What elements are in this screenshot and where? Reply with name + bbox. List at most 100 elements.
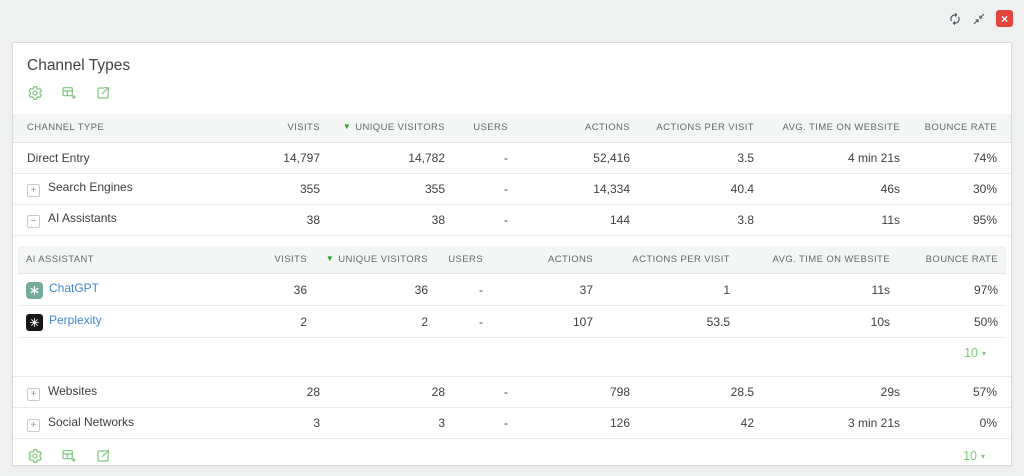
subcol-header-bounce-rate[interactable]: BOUNCE RATE bbox=[898, 245, 1006, 274]
widget-controls: × bbox=[948, 10, 1013, 27]
collapse-minus-icon[interactable]: − bbox=[27, 215, 40, 228]
footer-toolbar bbox=[27, 448, 111, 464]
expand-plus-icon[interactable]: + bbox=[27, 387, 40, 401]
subcol-header-unique-visitors[interactable]: ▼ UNIQUE VISITORS bbox=[315, 245, 436, 274]
col-header-avg-time[interactable]: AVG. TIME ON WEBSITE bbox=[762, 114, 908, 143]
cell-avg-time: 3 min 21s bbox=[762, 407, 908, 439]
rows-per-page-selector[interactable]: 10 ▾ bbox=[963, 449, 985, 463]
cell-actions: 14,334 bbox=[516, 173, 638, 205]
widget-footer: 10 ▾ bbox=[13, 439, 1011, 464]
row-label: Direct Entry bbox=[27, 150, 90, 165]
table-export-icon[interactable] bbox=[61, 85, 77, 101]
cell-unique-visitors: 38 bbox=[328, 204, 453, 236]
cell-bounce-rate: 50% bbox=[898, 305, 1006, 338]
export-share-icon[interactable] bbox=[95, 85, 111, 101]
refresh-icon[interactable] bbox=[948, 12, 962, 26]
subtable-rows-per-page-selector[interactable]: 10 ▾ bbox=[964, 346, 986, 360]
cell-actions: 144 bbox=[516, 204, 638, 236]
cell-unique-visitors: 2 bbox=[315, 305, 436, 338]
channel-types-table: CHANNEL TYPE VISITS ▼ UNIQUE VISITORS USE… bbox=[13, 114, 1011, 236]
cell-actions: 52,416 bbox=[516, 142, 638, 174]
cell-bounce-rate: 97% bbox=[898, 273, 1006, 306]
table-row-social-networks[interactable]: + Social Networks 3 3 - 126 42 3 min 21s … bbox=[13, 407, 1011, 439]
cell-actions-per-visit: 42 bbox=[638, 407, 762, 439]
cell-actions: 798 bbox=[516, 376, 638, 408]
cell-users: - bbox=[453, 407, 516, 439]
subtable-header-row: AI ASSISTANT VISITS ▼ UNIQUE VISITORS USE… bbox=[18, 245, 1006, 274]
cell-users: - bbox=[436, 305, 491, 338]
col-header-channel-type[interactable]: CHANNEL TYPE bbox=[13, 114, 236, 143]
subcol-header-actions-per-visit[interactable]: ACTIONS PER VISIT bbox=[601, 245, 738, 274]
cell-avg-time: 11s bbox=[738, 273, 898, 306]
channel-types-widget: Channel Types CHANNEL TYPE VISITS ▼ UNIQU… bbox=[12, 42, 1012, 466]
subcol-header-ai-assistant[interactable]: AI ASSISTANT bbox=[18, 245, 218, 274]
col-header-users[interactable]: USERS bbox=[453, 114, 516, 143]
sort-desc-icon: ▼ bbox=[342, 122, 352, 132]
chatgpt-icon bbox=[26, 281, 43, 299]
perplexity-link[interactable]: Perplexity bbox=[49, 312, 102, 327]
cell-users: - bbox=[453, 204, 516, 236]
cell-actions-per-visit: 40.4 bbox=[638, 173, 762, 205]
cell-avg-time: 11s bbox=[762, 204, 908, 236]
export-share-icon[interactable] bbox=[95, 448, 111, 464]
channel-types-table-continued: + Websites 28 28 - 798 28.5 29s 57% + Soci… bbox=[13, 376, 1011, 439]
col-header-actions-per-visit[interactable]: ACTIONS PER VISIT bbox=[638, 114, 762, 143]
cell-actions: 126 bbox=[516, 407, 638, 439]
cell-avg-time: 29s bbox=[762, 376, 908, 408]
table-row-websites[interactable]: + Websites 28 28 - 798 28.5 29s 57% bbox=[13, 376, 1011, 408]
expand-plus-icon[interactable]: + bbox=[27, 418, 40, 432]
cell-visits: 38 bbox=[236, 204, 328, 236]
cell-bounce-rate: 0% bbox=[908, 407, 1011, 439]
row-label-cell: Direct Entry bbox=[13, 142, 236, 174]
table-row-ai-assistants[interactable]: − AI Assistants 38 38 - 144 3.8 11s 95% bbox=[13, 204, 1011, 236]
cell-users: - bbox=[436, 273, 491, 306]
settings-gear-icon[interactable] bbox=[27, 85, 43, 101]
settings-gear-icon[interactable] bbox=[27, 448, 43, 464]
table-row-direct-entry: Direct Entry 14,797 14,782 - 52,416 3.5 … bbox=[13, 142, 1011, 174]
ai-assistant-table: AI ASSISTANT VISITS ▼ UNIQUE VISITORS USE… bbox=[18, 245, 1006, 338]
subcol-header-users[interactable]: USERS bbox=[436, 245, 491, 274]
row-label-cell[interactable]: + Social Networks bbox=[13, 407, 236, 439]
table-export-icon[interactable] bbox=[61, 448, 77, 464]
cell-actions-per-visit: 3.5 bbox=[638, 142, 762, 174]
cell-avg-time: 46s bbox=[762, 173, 908, 205]
cell-users: - bbox=[453, 142, 516, 174]
col-header-unique-visitors[interactable]: ▼ UNIQUE VISITORS bbox=[328, 114, 453, 143]
col-header-actions[interactable]: ACTIONS bbox=[516, 114, 638, 143]
ai-assistants-subtable: AI ASSISTANT VISITS ▼ UNIQUE VISITORS USE… bbox=[18, 245, 1006, 369]
cell-bounce-rate: 30% bbox=[908, 173, 1011, 205]
cell-users: - bbox=[453, 173, 516, 205]
minimize-icon[interactable] bbox=[972, 12, 986, 26]
sort-desc-icon: ▼ bbox=[325, 253, 335, 263]
close-icon: × bbox=[1000, 11, 1008, 26]
expand-plus-icon[interactable]: + bbox=[27, 184, 40, 197]
chatgpt-link[interactable]: ChatGPT bbox=[49, 280, 100, 295]
cell-unique-visitors: 355 bbox=[328, 173, 453, 205]
cell-visits: 3 bbox=[236, 407, 328, 439]
widget-title: Channel Types bbox=[27, 57, 131, 74]
chevron-down-icon: ▾ bbox=[980, 451, 985, 461]
close-button[interactable]: × bbox=[996, 10, 1013, 27]
subcol-header-avg-time[interactable]: AVG. TIME ON WEBSITE bbox=[738, 245, 898, 274]
cell-bounce-rate: 57% bbox=[908, 376, 1011, 408]
cell-unique-visitors: 28 bbox=[328, 376, 453, 408]
cell-bounce-rate: 95% bbox=[908, 204, 1011, 236]
subcol-header-visits[interactable]: VISITS bbox=[218, 245, 315, 274]
subcol-header-actions[interactable]: ACTIONS bbox=[491, 245, 601, 274]
cell-visits: 28 bbox=[236, 376, 328, 408]
row-label: Search Engines bbox=[48, 180, 133, 194]
row-label-cell[interactable]: + Websites bbox=[13, 376, 236, 408]
cell-unique-visitors: 14,782 bbox=[328, 142, 453, 174]
cell-visits: 355 bbox=[236, 173, 328, 205]
col-header-bounce-rate[interactable]: BOUNCE RATE bbox=[908, 114, 1011, 143]
cell-avg-time: 4 min 21s bbox=[762, 142, 908, 174]
row-label: Websites bbox=[48, 383, 98, 398]
cell-unique-visitors: 36 bbox=[315, 273, 436, 306]
row-label-cell[interactable]: + Search Engines bbox=[13, 173, 236, 205]
cell-actions-per-visit: 53.5 bbox=[601, 305, 738, 338]
row-label-cell[interactable]: − AI Assistants bbox=[13, 204, 236, 236]
row-label: Social Networks bbox=[48, 414, 135, 429]
col-header-visits[interactable]: VISITS bbox=[236, 114, 328, 143]
cell-actions-per-visit: 1 bbox=[601, 273, 738, 306]
table-row-search-engines[interactable]: + Search Engines 355 355 - 14,334 40.4 46… bbox=[13, 173, 1011, 205]
